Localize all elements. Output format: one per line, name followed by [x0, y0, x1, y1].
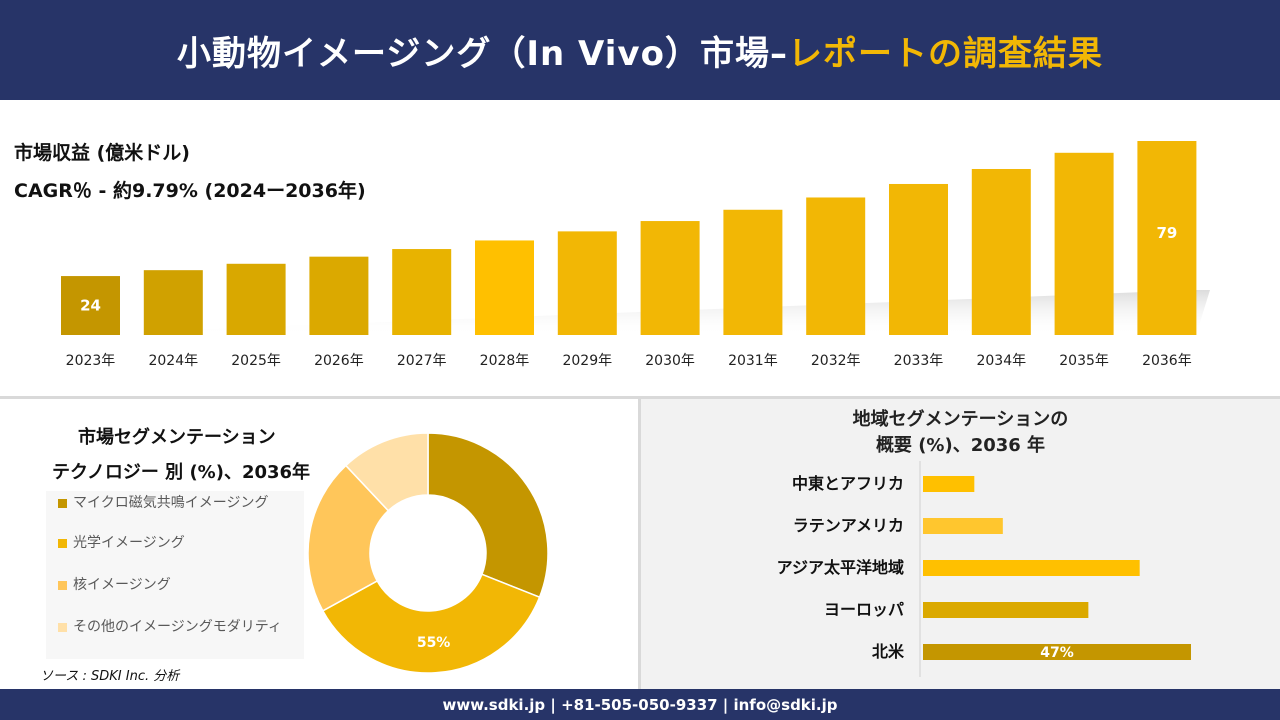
donut-slice [344, 432, 429, 512]
year-tick-label: 2036年 [1142, 353, 1192, 369]
contact-info: www.sdki.jp | +81-505-050-9337 | info@sd… [442, 695, 838, 714]
year-tick-label: 2034年 [976, 353, 1026, 369]
revenue-bar [1137, 141, 1197, 335]
year-tick-label: 2035年 [1059, 353, 1109, 369]
region-label: 北米 [872, 642, 905, 661]
region-bar [923, 518, 1003, 534]
legend-label: 核イメージング [73, 577, 171, 593]
tech-segment-subtitle: テクノロジー 別 (%)、2036年 [52, 462, 311, 483]
donut-legend: マイクロ磁気共鳴イメージング 光学イメージング 核イメージング その他のイメージ… [46, 491, 304, 659]
revenue-bar-chart: 2023年 24 2024年 2025年 2026年 2027年 2028年 2029年 203… [57, 141, 1210, 369]
revenue-bar [392, 249, 452, 335]
year-tick-label: 2030年 [645, 353, 695, 369]
year-tick-label: 2026年 [314, 353, 364, 369]
bar-data-label: 24 [80, 297, 101, 315]
region-label: アジア太平洋地域 [777, 558, 904, 577]
report-title-accent: レポートの調査結果 [787, 33, 1103, 74]
year-tick-label: 2029年 [562, 353, 612, 369]
revenue-bar [309, 256, 369, 335]
legend-item: 核イメージング [58, 575, 171, 595]
legend-swatch [58, 623, 67, 632]
revenue-bar [806, 197, 866, 335]
legend-item: マイクロ磁気共鳴イメージング [58, 493, 268, 513]
region-bar [923, 644, 1191, 660]
region-label: ラテンアメリカ [793, 516, 904, 535]
bar-data-label: 79 [1156, 224, 1177, 242]
legend-label: 光学イメージング [73, 535, 185, 551]
revenue-bar [557, 231, 617, 335]
year-tick-label: 2027年 [397, 353, 447, 369]
legend-item: その他のイメージングモダリティ [58, 617, 290, 637]
year-tick-label: 2024年 [148, 353, 198, 369]
year-tick-label: 2031年 [728, 353, 778, 369]
revenue-bar [475, 240, 534, 335]
year-tick-label: 2023年 [66, 353, 116, 369]
donut-data-label: 55% [417, 635, 451, 651]
donut-slice [307, 464, 390, 612]
legend-label: その他のイメージングモダリティ [73, 619, 282, 635]
cagr-label: CAGR％ - 約9.79% (2024ー2036年) [14, 180, 366, 202]
region-bar [923, 602, 1089, 618]
revenue-bar [226, 263, 286, 335]
horizontal-divider [0, 396, 1280, 399]
year-tick-label: 2025年 [231, 353, 281, 369]
region-bar [923, 560, 1140, 576]
footer-bar: www.sdki.jp | +81-505-050-9337 | info@sd… [0, 689, 1280, 720]
revenue-bar [640, 221, 700, 335]
legend-label: マイクロ磁気共鳴イメージング [73, 495, 269, 511]
vertical-divider [638, 399, 641, 689]
region-segment-subtitle: 概要 (%)、2036 年 [875, 435, 1046, 456]
revenue-bar [971, 168, 1031, 335]
region-data-label: 47% [1040, 645, 1074, 661]
header-banner: 小動物イメージング（In Vivo）市場–レポートの調査結果 [0, 0, 1280, 100]
technology-segment-panel: 市場セグメンテーション テクノロジー 別 (%)、2036年 マイクロ磁気共鳴イ… [0, 399, 638, 689]
revenue-unit-label: 市場収益 (億米ドル) [14, 142, 190, 164]
revenue-bar [723, 209, 783, 335]
revenue-bar [143, 270, 203, 335]
legend-swatch [58, 539, 67, 548]
source-note: ソース : SDKI Inc. 分析 [40, 669, 180, 684]
legend-swatch [58, 581, 67, 590]
legend-item: 光学イメージング [58, 533, 185, 553]
region-segment-panel: 中東とアフリカ ラテンアメリカアジア太平洋地域ヨーロッパ北米 47% 地域セグメンテ… [641, 399, 1280, 689]
revenue-panel: 2023年 24 2024年 2025年 2026年 2027年 2028年 2029年 203… [0, 100, 1280, 396]
tech-segment-title: 市場セグメンテーション [78, 427, 276, 448]
revenue-bar [61, 276, 120, 335]
technology-donut-chart: 55% [307, 432, 549, 674]
year-tick-label: 2032年 [811, 353, 861, 369]
revenue-bar [889, 183, 948, 335]
region-bar [923, 476, 975, 492]
report-title-main: 小動物イメージング（In Vivo）市場– [177, 33, 788, 74]
region-label: ヨーロッパ [824, 600, 904, 619]
revenue-bar [1054, 152, 1114, 335]
region-label: 中東とアフリカ [792, 474, 904, 493]
donut-slice [427, 432, 549, 599]
legend-swatch [58, 499, 67, 508]
report-title: 小動物イメージング（In Vivo）市場–レポートの調査結果 [177, 26, 1103, 75]
donut-slice [321, 573, 541, 674]
year-tick-label: 2033年 [894, 353, 944, 369]
region-segment-title: 地域セグメンテーションの [852, 409, 1069, 430]
year-tick-label: 2028年 [480, 353, 530, 369]
